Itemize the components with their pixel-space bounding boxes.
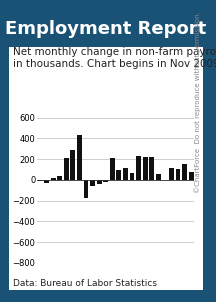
Bar <box>182 164 187 180</box>
Bar <box>143 157 148 180</box>
Bar <box>103 180 108 182</box>
Bar <box>38 180 43 181</box>
Bar <box>116 170 121 180</box>
Bar <box>169 168 174 180</box>
Bar <box>70 150 75 180</box>
Bar <box>57 176 62 180</box>
Text: Data: Bureau of Labor Statistics: Data: Bureau of Labor Statistics <box>13 279 157 288</box>
Bar <box>136 156 141 180</box>
Text: ©ChartForce  Do not reproduce without permission.: ©ChartForce Do not reproduce without per… <box>194 11 201 193</box>
Bar <box>176 169 180 180</box>
Bar <box>51 178 56 180</box>
Bar <box>90 180 95 186</box>
Bar <box>97 180 102 184</box>
Bar <box>110 158 115 180</box>
Text: Employment Report: Employment Report <box>5 21 206 38</box>
Bar <box>156 174 161 180</box>
Bar <box>84 180 89 198</box>
Bar <box>130 173 134 180</box>
Bar <box>123 168 128 180</box>
Bar <box>149 157 154 180</box>
Bar <box>44 180 49 183</box>
Bar <box>189 172 194 180</box>
Bar <box>77 135 82 180</box>
Text: Net monthly change in non-farm payrolls,
in thousands. Chart begins in Nov 2009.: Net monthly change in non-farm payrolls,… <box>13 47 216 69</box>
Bar <box>64 158 69 180</box>
